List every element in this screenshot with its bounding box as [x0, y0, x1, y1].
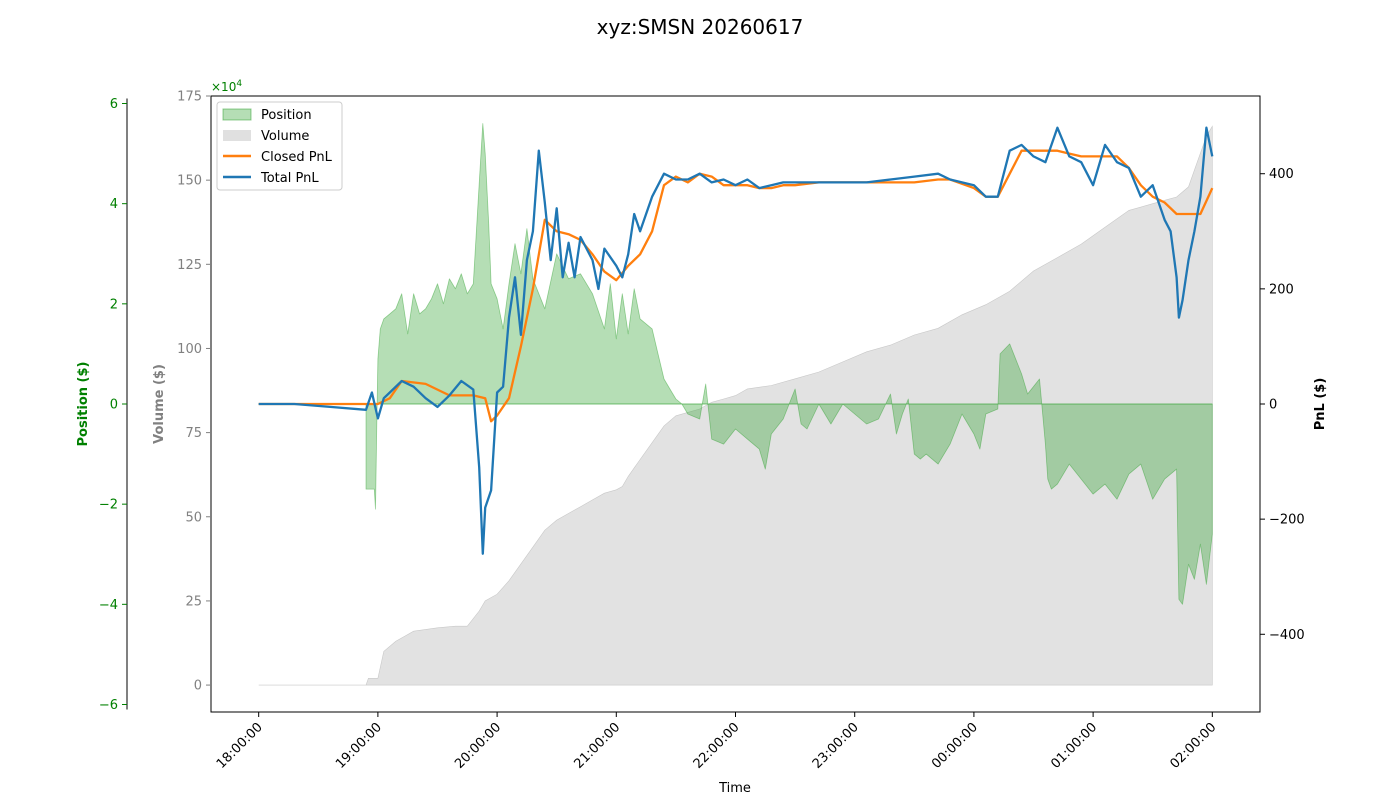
pnl-tick-label: 0: [1269, 398, 1277, 413]
legend-label-volume: Volume: [261, 129, 309, 144]
position-tick-label: 4: [110, 197, 118, 212]
position-axis-label: Position ($): [76, 362, 91, 447]
legend-entry-closed-pnl: Closed PnL: [223, 150, 333, 165]
legend: Position Volume Closed PnL Total PnL: [216, 101, 343, 191]
position-tick-label: 0: [110, 398, 118, 413]
legend-label-closed-pnl: Closed PnL: [261, 150, 333, 165]
position-area: [258, 123, 1213, 605]
volume-tick-label: 150: [177, 174, 202, 189]
volume-axis-label: Volume ($): [152, 364, 167, 444]
position-tick-label: −4: [99, 598, 118, 613]
position-tick-label: −2: [99, 498, 118, 513]
x-axis-label: Time: [718, 781, 751, 796]
legend-label-total-pnl: Total PnL: [260, 171, 319, 186]
legend-entry-total-pnl: Total PnL: [223, 171, 319, 186]
volume-tick-label: 125: [177, 258, 202, 273]
legend-swatch-volume: [223, 130, 251, 141]
legend-entry-volume: Volume: [223, 129, 309, 144]
volume-tick-label: 0: [194, 679, 202, 694]
pnl-axis: 400 200 0 −200 −400: [1259, 96, 1305, 712]
closed-pnl-line: [258, 149, 1214, 423]
volume-axis: 0 25 50 75 100 125 150 175: [177, 90, 212, 712]
pnl-tick-label: −200: [1269, 513, 1305, 528]
volume-tick-label: 50: [185, 510, 202, 525]
chart-title: xyz:SMSN 20260617: [597, 15, 804, 39]
position-offset-text: ×104: [211, 79, 242, 94]
pnl-tick-label: 400: [1269, 167, 1294, 182]
pnl-tick-label: −400: [1269, 628, 1305, 643]
volume-tick-label: 175: [177, 90, 202, 105]
volume-tick-label: 75: [185, 426, 202, 441]
legend-box: [216, 101, 343, 191]
pnl-tick-label: 200: [1269, 282, 1294, 297]
position-tick-label: 6: [110, 97, 118, 112]
volume-tick-label: 25: [185, 594, 202, 609]
position-tick-label: 2: [110, 297, 118, 312]
pnl-axis-label: PnL ($): [1313, 378, 1328, 431]
legend-entry-position: Position: [222, 108, 312, 123]
total-pnl-line: [258, 126, 1214, 555]
volume-tick-label: 100: [177, 342, 202, 357]
plot-area: [258, 123, 1214, 686]
volume-area: [258, 125, 1213, 686]
position-tick-label: −6: [99, 698, 118, 713]
legend-swatch-position: [222, 108, 252, 121]
legend-label-position: Position: [261, 108, 312, 123]
position-axis: 6 4 2 0 −2 −4 −6: [99, 97, 128, 713]
